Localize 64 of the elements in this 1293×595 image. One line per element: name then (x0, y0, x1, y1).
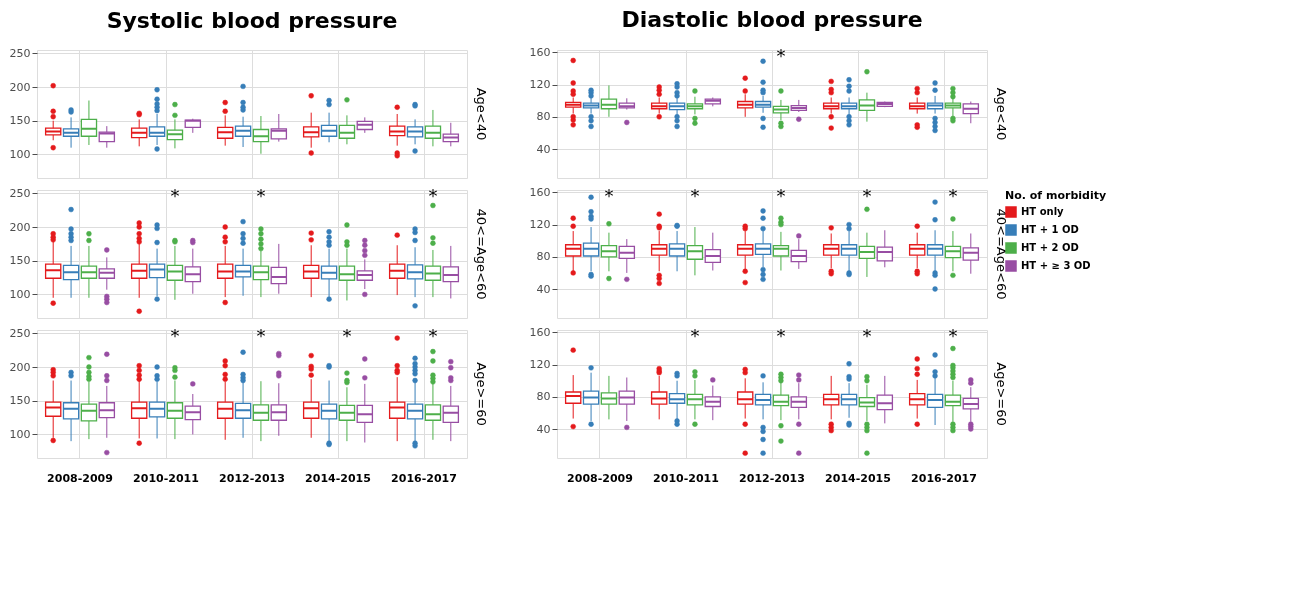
y-tick-label: 150 (9, 114, 31, 128)
annotation: * (256, 325, 266, 346)
y2-axis-title: Age>=60 (474, 362, 489, 426)
legend-label: HT + ≥ 3 OD (1021, 260, 1091, 271)
y-tick-label: 40 (536, 142, 551, 156)
x-tick-label: 2008-2009 (47, 471, 113, 485)
y-tick-label: 120 (529, 218, 551, 232)
legend-label: HT only (1021, 206, 1065, 217)
annotation: * (776, 325, 786, 346)
y-tick-label: 120 (529, 78, 551, 92)
annotation: * (256, 185, 266, 206)
y-tick-label: 80 (536, 110, 551, 124)
annotation: * (428, 325, 438, 346)
annotation: * (948, 325, 958, 346)
y2-axis-title: 40<=Age<60 (994, 208, 1009, 300)
legend-label: HT + 1 OD (1021, 224, 1079, 235)
annotation: * (604, 185, 614, 206)
y-tick-label: 100 (9, 147, 31, 161)
y2-axis-title: Age<40 (474, 87, 489, 141)
x-tick-label: 2010-2011 (653, 471, 719, 485)
y-tick-label: 150 (9, 254, 31, 268)
annotation: * (690, 325, 700, 346)
annotation: * (690, 185, 700, 206)
y-tick-label: 200 (9, 80, 31, 94)
y-tick-label: 80 (536, 390, 551, 404)
y-tick-label: 160 (529, 185, 551, 199)
annotation: * (170, 325, 180, 346)
y-tick-label: 250 (9, 326, 31, 340)
x-tick-label: 2012-2013 (739, 471, 805, 485)
x-tick-label: 2010-2011 (133, 471, 199, 485)
x-tick-label: 2014-2015 (825, 471, 891, 485)
y-tick-label: 160 (529, 325, 551, 339)
y-tick-label: 200 (9, 360, 31, 374)
legend-label: HT + 2 OD (1021, 242, 1079, 253)
x-tick-label: 2016-2017 (391, 471, 457, 485)
y-tick-label: 160 (529, 45, 551, 59)
y-tick-label: 80 (536, 250, 551, 264)
y-tick-label: 40 (536, 282, 551, 296)
y2-axis-title: Age<40 (994, 87, 1009, 141)
annotation: * (170, 185, 180, 206)
y-tick-label: 120 (529, 358, 551, 372)
chart-title: Diastolic blood pressure (621, 7, 923, 33)
y-tick-label: 100 (9, 427, 31, 441)
x-tick-label: 2016-2017 (911, 471, 977, 485)
annotation: * (776, 185, 786, 206)
chart-title: Systolic blood pressure (106, 8, 398, 34)
annotation: * (862, 185, 872, 206)
annotation: * (862, 325, 872, 346)
x-tick-label: 2008-2009 (567, 471, 633, 485)
y-tick-label: 100 (9, 287, 31, 301)
legend-title: No. of morbidity (1005, 189, 1107, 202)
y-tick-label: 250 (9, 46, 31, 60)
annotation: * (948, 185, 958, 206)
y-tick-label: 250 (9, 186, 31, 200)
y-tick-label: 40 (536, 422, 551, 436)
y2-axis-title: 40<=Age<60 (474, 208, 489, 300)
x-tick-label: 2012-2013 (219, 471, 285, 485)
annotation: * (428, 185, 438, 206)
annotation: * (776, 45, 786, 66)
x-tick-label: 2014-2015 (305, 471, 371, 485)
y-tick-label: 200 (9, 220, 31, 234)
y2-axis-title: Age>=60 (994, 362, 1009, 426)
annotation: * (342, 325, 352, 346)
y-tick-label: 150 (9, 394, 31, 408)
